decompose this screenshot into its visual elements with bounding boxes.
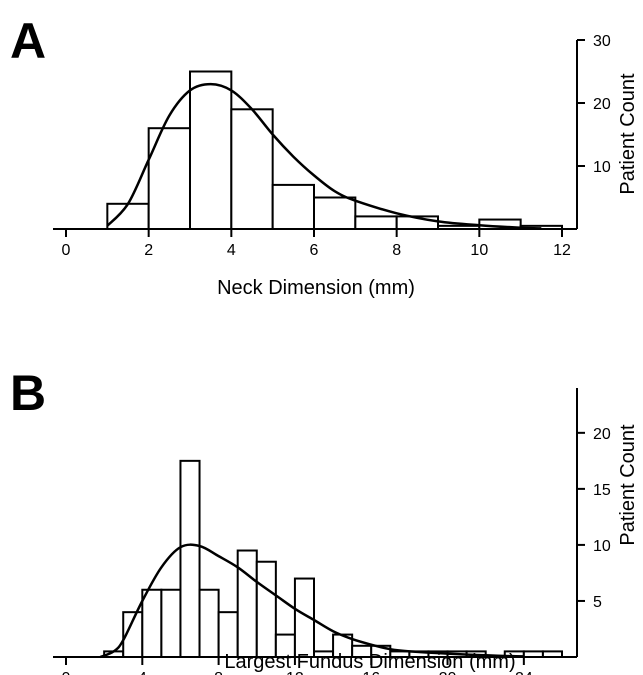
panel-b-bar-3 [160,588,182,658]
panel-b-bar-7 [236,549,258,658]
panel-b-y-tick-label-2: 15 [593,482,611,499]
panel-a-bar-5 [313,196,357,230]
panel-a-chart: A 0 2 4 6 8 10 12 10 20 30 Neck Dimension (mm) P… [10,13,639,299]
panel-b-label: B [10,365,46,421]
panel-a-x-tick-label-1: 2 [144,242,153,259]
panel-b-x-tick-label-6: 24 [515,670,533,675]
panel-b-y-tick-label-1: 10 [593,538,611,555]
panel-a-bar-6 [354,215,398,230]
panel-a-bar-2 [189,70,233,230]
panel-b-y-ticks: 5 10 15 20 [577,426,611,611]
panel-b-y-tick-label-3: 20 [593,426,611,443]
panel-b-x-tick-label-5: 20 [439,670,457,675]
panel-a-x-tick-label-3: 6 [310,242,319,259]
panel-b-x-axis-title: Largest Fundus Dimension (mm) [224,651,515,673]
panel-a-x-tick-label-0: 0 [62,242,71,259]
panel-a-y-tick-label-2: 30 [593,33,611,50]
panel-a-x-tick-label-2: 4 [227,242,236,259]
panel-b-bar-4 [179,459,201,658]
panel-b-y-tick-label-0: 5 [593,594,602,611]
panel-b-bars [103,459,564,659]
panel-a-y-tick-label-0: 10 [593,159,611,176]
panel-a-bars [106,70,564,231]
panel-a-x-tick-label-5: 10 [470,242,488,259]
panel-b-x-tick-label-2: 8 [214,670,223,675]
panel-a-y-ticks: 10 20 30 [577,33,611,176]
panel-b-x-tick-label-1: 4 [138,670,147,675]
panel-b-y-axis-title: Patient Count [617,424,639,546]
panel-b-bar-2 [141,588,163,658]
panel-a-x-axis-title: Neck Dimension (mm) [217,277,415,299]
panel-b-fit-curve [99,543,524,659]
panel-b-x-tick-label-3: 12 [286,670,304,675]
panel-a-bar-4 [271,183,315,230]
panel-b-x-tick-label-4: 16 [362,670,380,675]
panel-a-bar-3 [230,108,274,230]
panel-b-x-tick-label-0: 0 [62,670,71,675]
panel-b-bar-5 [198,588,220,658]
panel-a-x-tick-label-4: 8 [392,242,401,259]
panel-a-bar-0 [106,202,150,231]
panel-a-x-tick-label-6: 12 [553,242,571,259]
panel-b-x-ticks: 0 4 8 12 16 20 24 [62,657,533,675]
panel-a-y-axis-title: Patient Count [617,73,639,195]
panel-b-bar-8 [255,560,277,659]
panel-a-fit-curve [106,82,542,230]
panel-a-label: A [10,13,46,69]
panel-a-y-tick-label-1: 20 [593,96,611,113]
panel-a-x-ticks: 0 2 4 6 8 10 12 [62,229,571,259]
panel-b-chart: B 0 4 8 12 16 20 24 5 10 15 20 Largest Fundus Dim… [10,365,639,675]
